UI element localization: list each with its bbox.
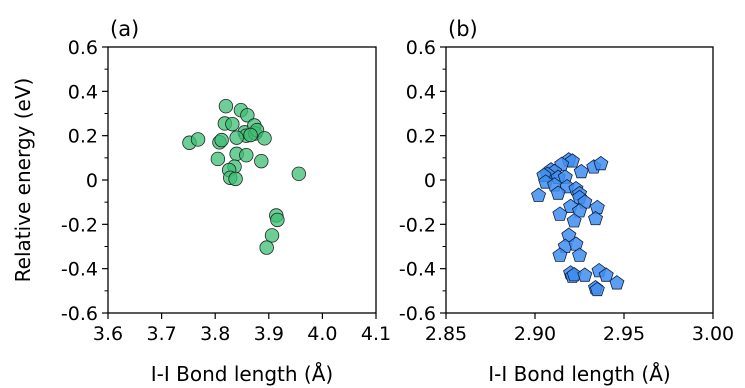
data-point	[239, 147, 254, 163]
panel-a-y-tick-label: -0.2	[61, 214, 98, 236]
data-point	[210, 151, 226, 167]
panel-a-label: (a)	[110, 17, 139, 41]
panel-a-x-tick-label: 4.1	[361, 323, 391, 345]
data-point	[609, 275, 625, 290]
panel-b-x-tick-label: 2.85	[425, 323, 467, 345]
panel-b-x-tick-label: 2.90	[514, 323, 556, 345]
data-point	[598, 267, 614, 282]
panel-b-y-tick-label: 0.6	[406, 37, 436, 59]
panel-b-x-tick-label: 3.00	[692, 323, 734, 345]
data-point	[550, 185, 566, 200]
panel-a-x-tick-label: 3.6	[93, 323, 123, 345]
data-point	[573, 163, 589, 179]
panel-b-y-tick-label: -0.4	[399, 259, 436, 281]
panel-b-y-tick-label: -0.6	[399, 303, 436, 325]
panel-a-x-axis-label: I-I Bond length (Å)	[151, 362, 333, 386]
panel-a-y-tick-label: 0.4	[68, 81, 98, 103]
data-point	[225, 116, 240, 132]
panel-a-y-tick-label: 0	[86, 170, 98, 192]
panel-a-ticks: 3.6 3.7 3.8 3.9 4.0 4.1 0.6 0.4 0.2 0 -0.2 -0.4 -0.6	[61, 37, 391, 345]
data-point	[571, 247, 588, 262]
panel-b-y-tick-label: -0.2	[399, 214, 436, 236]
data-point	[254, 153, 269, 169]
panel-a-x-tick-label: 4.0	[307, 323, 337, 345]
panel-b-ticks: 2.85 2.90 2.95 3.00 0.6 0.4 0.2 0 -0.2 -0.4 -0.6	[399, 37, 734, 345]
panel-b: 2.85 2.90 2.95 3.00 0.6 0.4 0.2 0 -0.2 -0.4 -0.6 (…	[399, 17, 734, 386]
data-point	[564, 153, 580, 168]
panel-a: 3.6 3.7 3.8 3.9 4.0 4.1 0.6 0.4 0.2 0 -0.2 -0.4 -0.6…	[11, 17, 391, 386]
panel-a-points	[182, 98, 307, 255]
data-point	[257, 131, 272, 146]
panel-a-y-tick-label: 0.2	[68, 126, 98, 148]
data-point	[589, 199, 605, 215]
panel-a-y-tick-label: 0.6	[68, 37, 98, 59]
data-point	[588, 210, 604, 226]
panel-b-y-tick-label: 0.2	[406, 126, 436, 148]
panel-a-x-tick-label: 3.7	[146, 323, 176, 345]
panel-b-y-tick-label: 0.4	[406, 81, 436, 103]
data-point	[270, 212, 285, 228]
data-point	[566, 213, 582, 228]
panel-a-y-axis-label: Relative energy (eV)	[11, 78, 35, 283]
panel-a-x-tick-label: 3.8	[200, 323, 230, 345]
panel-b-points	[531, 152, 625, 297]
data-point	[259, 240, 274, 255]
panel-b-x-tick-label: 2.95	[603, 323, 645, 345]
data-point	[552, 247, 568, 262]
data-point	[531, 187, 547, 202]
data-point	[190, 132, 206, 147]
data-point	[577, 267, 593, 282]
data-point	[243, 127, 258, 143]
data-point	[589, 281, 605, 297]
panel-b-x-axis-label: I-I Bond length (Å)	[488, 362, 670, 386]
panel-a-y-tick-label: -0.6	[61, 303, 98, 325]
data-point	[218, 98, 234, 114]
data-point	[552, 206, 568, 221]
panel-b-label: (b)	[448, 17, 478, 41]
data-point	[291, 166, 307, 181]
data-point	[593, 155, 609, 171]
panel-a-x-tick-label: 3.9	[254, 323, 284, 345]
data-point	[228, 171, 243, 187]
data-point	[229, 130, 244, 145]
data-point	[214, 132, 229, 148]
panel-b-y-tick-label: 0	[424, 170, 436, 192]
data-point	[240, 108, 255, 123]
panel-a-y-tick-label: -0.4	[61, 259, 98, 281]
data-point	[264, 228, 280, 243]
